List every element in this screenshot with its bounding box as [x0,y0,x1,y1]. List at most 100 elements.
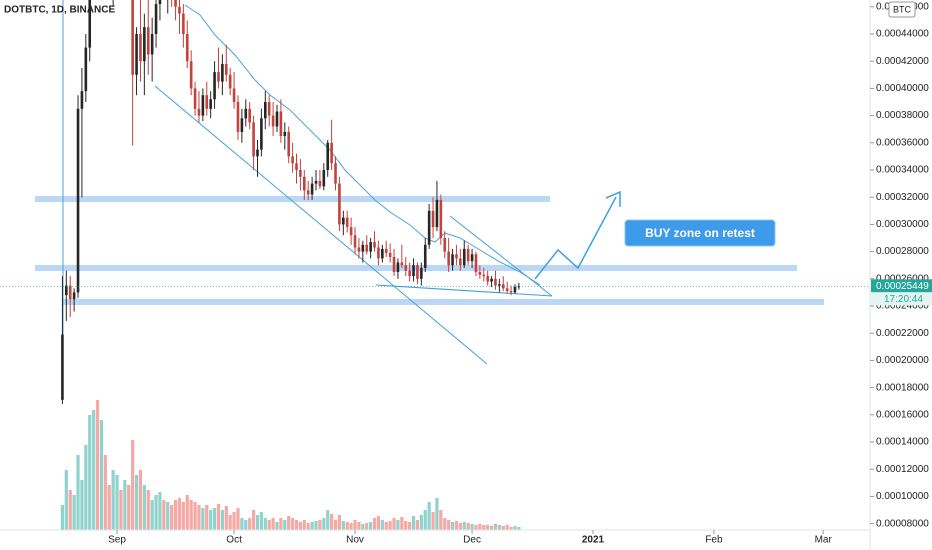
candle-body [361,244,365,252]
y-tick-label: 0.00038000 [876,110,929,121]
y-tick-label: 0.00016000 [876,409,929,420]
volume-bar [205,505,209,530]
volume-bar [228,515,232,530]
y-tick-label: 0.00008000 [876,518,929,529]
volume-bar [279,518,283,530]
volume-bar [154,495,158,530]
candle-body [193,88,197,109]
candle-body [435,199,439,228]
candle-body [263,102,267,119]
candle-body [213,72,216,100]
countdown: 17:20:44 [884,294,923,305]
candle-body [451,254,454,266]
volume-bar [283,520,287,530]
candle-body [275,111,279,127]
candle-body [248,108,251,123]
candle-body [283,131,287,137]
candle-body [505,288,509,292]
candle-body [466,248,470,262]
candle-body [404,265,408,271]
candle-body [353,235,357,248]
candle-body [178,6,181,14]
volume-bar [443,518,447,530]
candle-body [381,248,384,259]
y-tick-label: 0.00014000 [876,437,929,448]
volume-bar [177,498,182,530]
volume-bar [486,525,490,530]
last-price-box [871,279,932,293]
candle-body [240,118,244,132]
volume-bar [388,521,392,530]
volume-bar [454,521,459,530]
candle-body [154,4,158,35]
volume-bar [384,522,388,530]
volume-bar [447,520,451,530]
candle-body [462,248,466,266]
y-tick-label: 0.00032000 [876,192,929,203]
volume-bar [423,510,427,530]
y-tick-label: 0.00018000 [876,382,929,393]
volume-bar [287,516,291,530]
volume-bar [333,520,338,530]
volume-bar [306,523,310,530]
candle-body [517,286,521,288]
candle-body [369,242,372,252]
volume-bar [380,520,384,530]
volume-bar [166,502,170,530]
candle-body [182,13,185,35]
volume-bar [170,505,174,530]
candle-body [228,74,232,89]
candle-body [72,292,76,300]
volume-bar [236,508,240,530]
volume-bar [271,518,275,530]
volume-bar [462,522,466,530]
x-tick-label: Feb [705,535,723,546]
candle-body [158,0,162,5]
volume-bar [291,518,295,530]
volume-bar [353,520,357,530]
y-tick-label: 0.00044000 [876,29,929,40]
candle-body [217,72,220,82]
y-tick-label: 0.00028000 [876,246,929,257]
volume-bar [107,485,111,530]
candle-body [509,291,513,293]
volume-bar [396,520,400,530]
volume-bar [458,523,462,530]
annotation: BUY zone on retest [645,226,755,240]
volume-bar [427,502,431,530]
trend-line [375,284,553,297]
candle-body [349,227,353,236]
volume-bar [216,504,221,530]
volume-bar [181,502,185,530]
candle-body [494,278,497,286]
volume-bar [119,490,123,530]
candle-body [252,122,255,157]
volume-bar [267,520,271,530]
volume-bar [209,510,213,530]
candle-body [244,108,248,119]
x-tick-label: Mar [815,535,833,546]
candle-body [455,254,458,259]
volume-bar [470,524,474,530]
volume-bar [212,508,217,530]
candle-body [201,95,205,116]
candle-body [345,217,349,228]
volume-pane [60,400,521,530]
volume-bar [501,526,505,530]
candle-body [299,170,302,177]
last-price-label: 0.00025449 [876,281,929,292]
volume-bar [99,420,104,530]
candle-body [295,163,298,171]
volume-bar [400,517,404,530]
volume-bar [232,512,236,530]
support-zone [35,196,550,202]
volume-bar [318,520,322,530]
volume-bar [275,522,279,530]
candle-body [474,254,478,273]
volume-bar [146,490,150,530]
volume-bar [302,520,306,530]
volume-bar [322,518,326,530]
candle-body [88,0,92,48]
volume-bar [439,510,443,530]
volume-bar [142,485,146,530]
